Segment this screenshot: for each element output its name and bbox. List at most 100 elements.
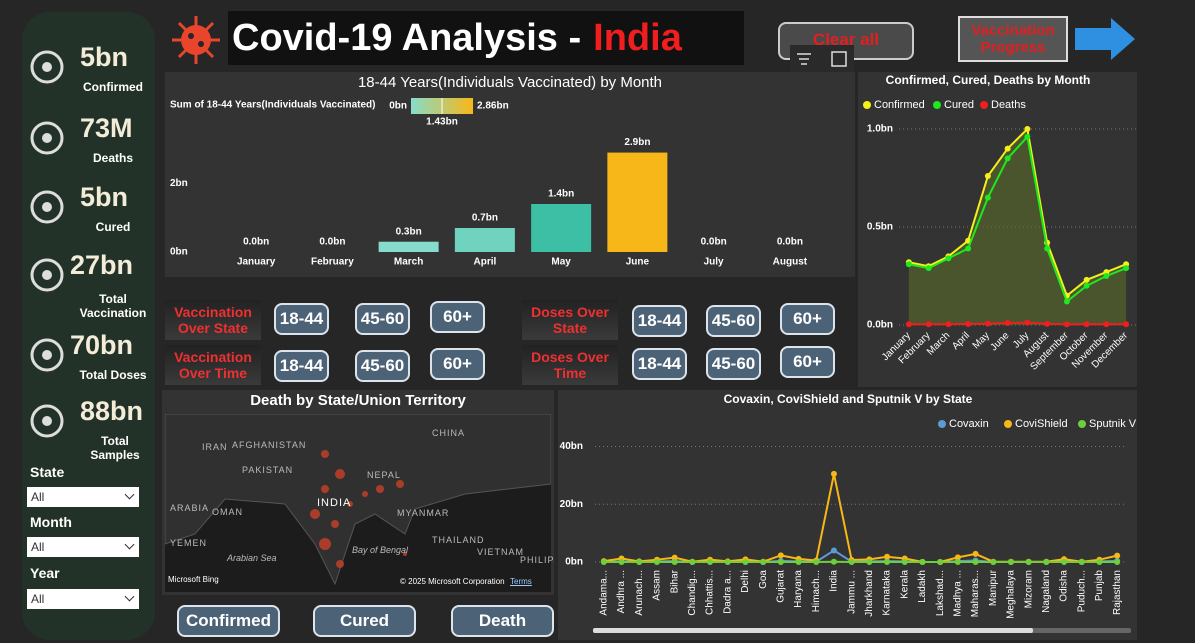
value-label: 0.7bn	[472, 213, 498, 224]
point	[618, 559, 625, 565]
line-chart: Covaxin, CoviShield and Sputnik V by Sta…	[560, 392, 1137, 633]
x-tick-label: Odisha	[1059, 570, 1070, 602]
bar-chart: 18-44 Years(Individuals Vaccinated) by M…	[170, 74, 808, 268]
scale-label: 0bn	[389, 101, 407, 112]
x-tick-label: June	[626, 257, 650, 268]
dropdown[interactable]: All	[27, 589, 139, 609]
y-tick-label: 1.0bn	[867, 124, 893, 135]
point	[777, 552, 784, 559]
arrow-icon[interactable]	[1073, 16, 1137, 62]
x-tick-label: Himach...	[811, 570, 822, 612]
map	[165, 414, 551, 592]
x-tick-label: Bihar	[669, 569, 680, 593]
kpi-icon	[30, 258, 64, 292]
x-tick-label: May	[971, 330, 992, 351]
x-tick-label: February	[311, 257, 354, 268]
point	[965, 245, 972, 252]
chart-title: Confirmed, Cured, Deaths by Month	[886, 73, 1091, 87]
kpi-icon	[30, 404, 64, 438]
point	[972, 550, 979, 557]
toggle-button[interactable]: 18-44	[632, 305, 687, 337]
value-label: 0.3bn	[396, 226, 422, 237]
map-label: PHILIP	[520, 555, 555, 565]
point	[965, 321, 972, 328]
nav-button[interactable]: Vaccination Progress	[958, 16, 1068, 62]
map-label: OMAN	[212, 507, 243, 517]
scale-label: 2.86bn	[477, 101, 509, 112]
toggle-button[interactable]: 45-60	[355, 350, 410, 382]
kpi-value: 70bn	[70, 330, 134, 360]
dropdown[interactable]: All	[27, 487, 139, 507]
x-tick-label: Delhi	[740, 570, 751, 593]
map-label: NEPAL	[367, 470, 401, 480]
y-tick-label: 0bn	[170, 247, 188, 258]
x-tick-label: Gujarat	[775, 570, 786, 603]
legend-swatch	[863, 101, 871, 109]
map-logo: Microsoft Bing	[168, 575, 219, 584]
map-attribution: © 2025 Microsoft Corporation	[400, 577, 505, 586]
kpi-label: Deaths	[92, 151, 133, 165]
dropdown[interactable]: All	[27, 537, 139, 557]
x-tick-label: Lakshad...	[935, 570, 946, 616]
title: Covid-19 Analysis -	[232, 16, 582, 59]
kpi-value: 5bn	[80, 182, 129, 212]
map-label: Arabian Sea	[227, 553, 277, 563]
point	[1024, 126, 1031, 132]
point	[1123, 321, 1130, 328]
point	[884, 553, 891, 560]
x-tick-label: May	[551, 257, 571, 268]
map-label: PAKISTAN	[242, 465, 294, 475]
point	[1007, 559, 1014, 565]
x-tick-label: Meghalaya	[1006, 570, 1017, 619]
map-label: IRAN	[202, 442, 228, 452]
point	[830, 470, 837, 477]
toggle-button[interactable]: 45-60	[355, 303, 410, 335]
bottom-button[interactable]: Death	[451, 605, 554, 637]
map-label: AFGHANISTAN	[232, 440, 307, 450]
toggle-button[interactable]: 60+	[430, 348, 485, 380]
toggle-button[interactable]: 60+	[780, 303, 835, 335]
y-tick-label: 0bn	[565, 557, 583, 568]
toggle-button[interactable]: 18-44	[632, 348, 687, 380]
x-tick-label: Jammu ...	[846, 570, 857, 614]
toggle-button[interactable]: 60+	[430, 301, 485, 333]
point	[1025, 559, 1032, 565]
map-label: ARABIA	[170, 503, 210, 513]
toggle-button[interactable]: 18-44	[274, 303, 329, 335]
chart-title: Covaxin, CoviShield and Sputnik V by Sta…	[724, 392, 973, 406]
toolbar	[790, 45, 854, 73]
x-tick-label: April	[950, 330, 972, 352]
x-tick-label: Ladakh	[917, 570, 928, 603]
point	[925, 321, 932, 328]
kpi-label: Confirmed	[83, 80, 143, 94]
point	[1043, 559, 1050, 565]
value-label: 2.9bn	[624, 137, 650, 148]
point	[972, 559, 979, 565]
toggle-button[interactable]: 60+	[780, 346, 835, 378]
value-label: 0.0bn	[701, 237, 727, 248]
y-tick-label: 40bn	[560, 441, 583, 452]
map-terms[interactable]: Terms	[510, 577, 532, 586]
group-label: Doses Over Time	[522, 345, 618, 385]
bottom-button[interactable]: Cured	[313, 605, 416, 637]
legend-label: Cured	[944, 99, 974, 111]
point	[925, 265, 932, 272]
x-tick-label: Punjab	[1094, 570, 1105, 602]
bottom-button[interactable]: Confirmed	[177, 605, 280, 637]
point	[777, 559, 784, 565]
point	[671, 559, 678, 565]
toggle-button[interactable]: 18-44	[274, 350, 329, 382]
value-label: 0.0bn	[777, 237, 803, 248]
kpi-label: Total Samples	[90, 434, 140, 462]
legend-swatch	[1078, 420, 1086, 428]
line-panel: Confirmed, Cured, Deaths by Month 0.0bn 0.…	[858, 72, 1137, 387]
toggle-button[interactable]: 45-60	[706, 348, 761, 380]
point	[954, 559, 961, 565]
point	[866, 559, 873, 565]
x-tick-label: Dadra a...	[722, 570, 733, 614]
point	[707, 559, 714, 565]
point	[1004, 145, 1011, 152]
toggle-button[interactable]: 45-60	[706, 305, 761, 337]
point	[1096, 559, 1103, 565]
